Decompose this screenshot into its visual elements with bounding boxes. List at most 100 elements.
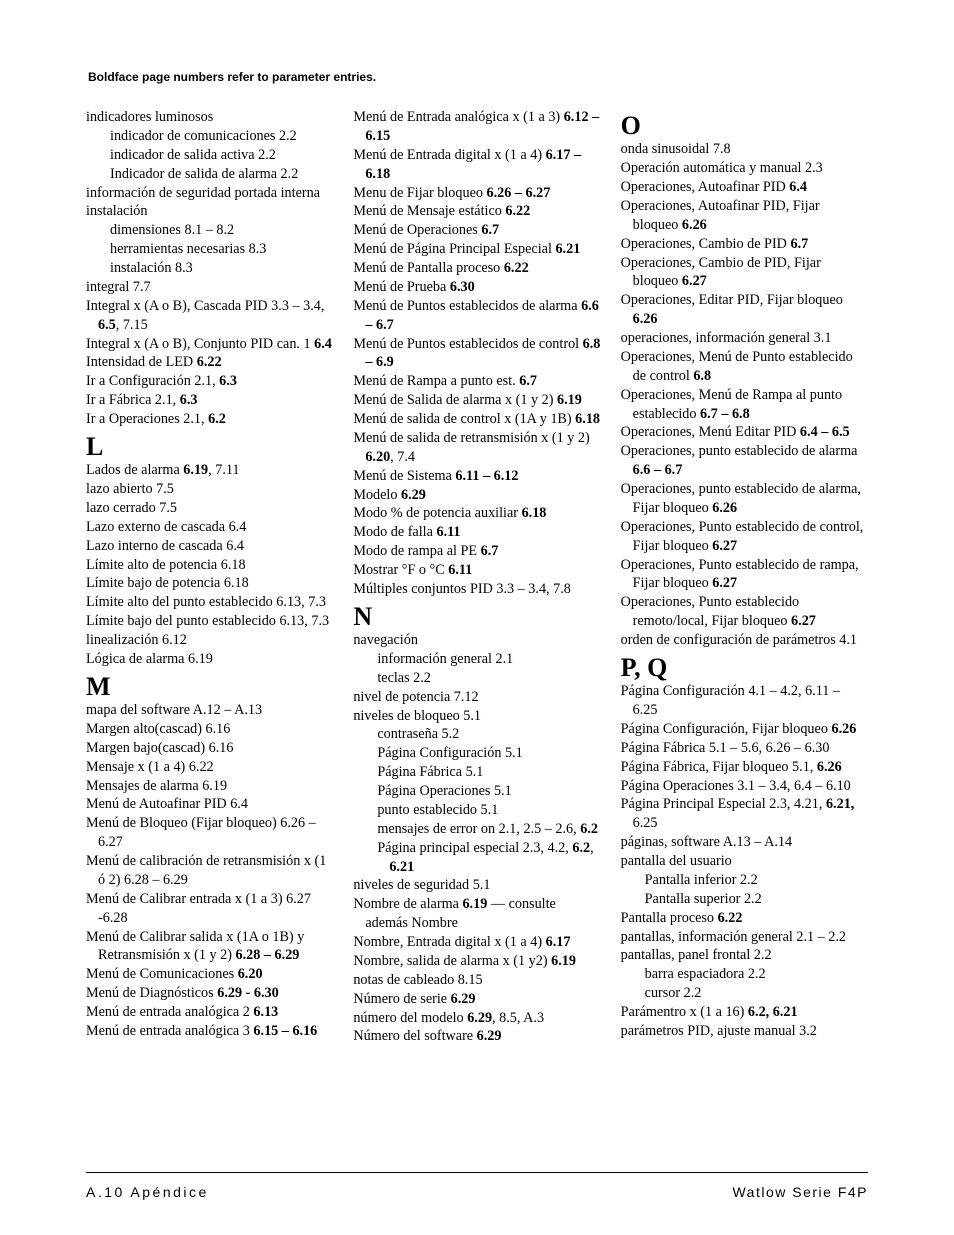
index-entry: Mensaje x (1 a 4) 6.22 (86, 758, 333, 777)
index-entry: mensajes de error on 2.1, 2.5 – 2.6, 6.2 (353, 820, 600, 839)
index-entry: Menú de calibración de retransmisión x (… (86, 852, 333, 890)
index-entry: Menú de salida de retransmisión x (1 y 2… (353, 429, 600, 467)
index-entry: indicadores luminosos (86, 108, 333, 127)
index-entry: Página Operaciones 5.1 (353, 782, 600, 801)
index-entry: Operaciones, Cambio de PID 6.7 (621, 235, 868, 254)
index-entry: integral 7.7 (86, 278, 333, 297)
index-entry: Operaciones, punto establecido de alarma… (621, 480, 868, 518)
index-entry: Pantalla inferior 2.2 (621, 871, 868, 890)
index-entry: cursor 2.2 (621, 984, 868, 1003)
index-entry: información de seguridad portada interna (86, 184, 333, 203)
index-entry: Modo % de potencia auxiliar 6.18 (353, 504, 600, 523)
index-entry: Menú de Operaciones 6.7 (353, 221, 600, 240)
index-entry: pantallas, panel frontal 2.2 (621, 946, 868, 965)
index-entry: Nombre, salida de alarma x (1 y2) 6.19 (353, 952, 600, 971)
index-entry: Operaciones, Cambio de PID, Fijar bloque… (621, 254, 868, 292)
index-entry: instalación 8.3 (86, 259, 333, 278)
index-entry: Menú de Rampa a punto est. 6.7 (353, 372, 600, 391)
index-columns: indicadores luminososindicador de comuni… (86, 108, 868, 1046)
index-entry: Operaciones, Menú de Rampa al punto esta… (621, 386, 868, 424)
index-entry: Límite bajo del punto establecido 6.13, … (86, 612, 333, 631)
index-entry: instalación (86, 202, 333, 221)
column-3: Oonda sinusoidal 7.8Operación automática… (621, 108, 868, 1046)
index-entry: Menú de Entrada analógica x (1 a 3) 6.12… (353, 108, 600, 146)
index-entry: Operaciones, Autoafinar PID 6.4 (621, 178, 868, 197)
index-entry: Lazo externo de cascada 6.4 (86, 518, 333, 537)
index-entry: Operaciones, Autoafinar PID, Fijar bloqu… (621, 197, 868, 235)
index-entry: indicador de comunicaciones 2.2 (86, 127, 333, 146)
index-entry: mapa del software A.12 – A.13 (86, 701, 333, 720)
index-entry: Intensidad de LED 6.22 (86, 353, 333, 372)
index-entry: Operaciones, Punto establecido remoto/lo… (621, 593, 868, 631)
index-entry: Menú de Puntos establecidos de control 6… (353, 335, 600, 373)
index-entry: Modo de falla 6.11 (353, 523, 600, 542)
index-entry: Operaciones, Punto establecido de rampa,… (621, 556, 868, 594)
index-entry: Ir a Configuración 2.1, 6.3 (86, 372, 333, 391)
index-entry: Menú de Autoafinar PID 6.4 (86, 795, 333, 814)
index-entry: Mostrar °F o °C 6.11 (353, 561, 600, 580)
index-entry: Página Operaciones 3.1 – 3.4, 6.4 – 6.10 (621, 777, 868, 796)
index-entry: Lazo interno de cascada 6.4 (86, 537, 333, 556)
index-entry: Menú de Puntos establecidos de alarma 6.… (353, 297, 600, 335)
index-entry: Margen bajo(cascad) 6.16 (86, 739, 333, 758)
index-entry: Menú de Página Principal Especial 6.21 (353, 240, 600, 259)
index-entry: Mensajes de alarma 6.19 (86, 777, 333, 796)
index-entry: Página Configuración 5.1 (353, 744, 600, 763)
section-letter: P, Q (621, 654, 868, 681)
index-entry: pantallas, información general 2.1 – 2.2 (621, 928, 868, 947)
index-entry: parámetros PID, ajuste manual 3.2 (621, 1022, 868, 1041)
index-entry: Menú de Sistema 6.11 – 6.12 (353, 467, 600, 486)
index-entry: Menu de Fijar bloqueo 6.26 – 6.27 (353, 184, 600, 203)
index-entry: información general 2.1 (353, 650, 600, 669)
index-entry: operaciones, información general 3.1 (621, 329, 868, 348)
footer-right: Watlow Serie F4P (732, 1184, 868, 1200)
index-entry: Operaciones, punto establecido de alarma… (621, 442, 868, 480)
index-entry: Operaciones, Punto establecido de contro… (621, 518, 868, 556)
index-entry: Operaciones, Editar PID, Fijar bloqueo 6… (621, 291, 868, 329)
index-entry: Límite alto de potencia 6.18 (86, 556, 333, 575)
section-letter: N (353, 603, 600, 630)
index-entry: barra espaciadora 2.2 (621, 965, 868, 984)
header-note: Boldface page numbers refer to parameter… (88, 70, 376, 84)
index-entry: pantalla del usuario (621, 852, 868, 871)
index-entry: indicador de salida activa 2.2 (86, 146, 333, 165)
index-entry: Integral x (A o B), Cascada PID 3.3 – 3.… (86, 297, 333, 335)
index-entry: Menú de Comunicaciones 6.20 (86, 965, 333, 984)
index-entry: dimensiones 8.1 – 8.2 (86, 221, 333, 240)
index-entry: Página Fábrica 5.1 (353, 763, 600, 782)
index-entry: niveles de seguridad 5.1 (353, 876, 600, 895)
index-entry: Integral x (A o B), Conjunto PID can. 1 … (86, 335, 333, 354)
index-entry: Menú de Prueba 6.30 (353, 278, 600, 297)
index-entry: navegación (353, 631, 600, 650)
index-entry: Margen alto(cascad) 6.16 (86, 720, 333, 739)
page: Boldface page numbers refer to parameter… (0, 0, 954, 1235)
index-entry: Página principal especial 2.3, 4.2, 6.2,… (353, 839, 600, 877)
index-entry: Menú de Calibrar salida x (1A o 1B) y Re… (86, 928, 333, 966)
index-entry: Lógica de alarma 6.19 (86, 650, 333, 669)
index-entry: Página Configuración, Fijar bloqueo 6.26 (621, 720, 868, 739)
index-entry: contraseña 5.2 (353, 725, 600, 744)
index-entry: número del modelo 6.29, 8.5, A.3 (353, 1009, 600, 1028)
index-entry: Límite bajo de potencia 6.18 (86, 574, 333, 593)
index-entry: Límite alto del punto establecido 6.13, … (86, 593, 333, 612)
index-entry: Menú de Entrada digital x (1 a 4) 6.17 –… (353, 146, 600, 184)
index-entry: Menú de Mensaje estático 6.22 (353, 202, 600, 221)
index-entry: Menú de Diagnósticos 6.29 - 6.30 (86, 984, 333, 1003)
index-entry: Menú de Bloqueo (Fijar bloqueo) 6.26 – 6… (86, 814, 333, 852)
index-entry: Operaciones, Menú Editar PID 6.4 – 6.5 (621, 423, 868, 442)
section-letter: M (86, 673, 333, 700)
index-entry: Modo de rampa al PE 6.7 (353, 542, 600, 561)
index-entry: Página Configuración 4.1 – 4.2, 6.11 – 6… (621, 682, 868, 720)
index-entry: lazo abierto 7.5 (86, 480, 333, 499)
index-entry: Operación automática y manual 2.3 (621, 159, 868, 178)
section-letter: O (621, 112, 868, 139)
index-entry: punto establecido 5.1 (353, 801, 600, 820)
index-entry: lazo cerrado 7.5 (86, 499, 333, 518)
index-entry: Múltiples conjuntos PID 3.3 – 3.4, 7.8 (353, 580, 600, 599)
index-entry: Número del software 6.29 (353, 1027, 600, 1046)
index-entry: Menú de salida de control x (1A y 1B) 6.… (353, 410, 600, 429)
index-entry: Indicador de salida de alarma 2.2 (86, 165, 333, 184)
index-entry: Página Fábrica, Fijar bloqueo 5.1, 6.26 (621, 758, 868, 777)
index-entry: niveles de bloqueo 5.1 (353, 707, 600, 726)
index-entry: Pantalla superior 2.2 (621, 890, 868, 909)
